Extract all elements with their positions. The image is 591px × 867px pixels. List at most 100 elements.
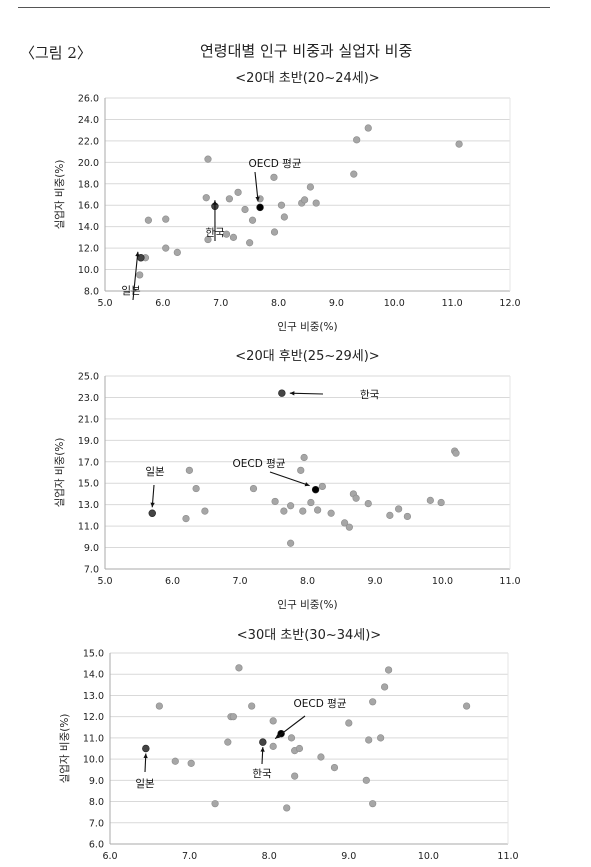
- x-tick-label: 10.0: [432, 576, 453, 587]
- data-point: [225, 195, 233, 203]
- x-tick-label: 12.0: [499, 298, 520, 309]
- x-tick-label: 7.0: [232, 576, 247, 587]
- y-tick-label: 10.0: [83, 755, 104, 766]
- data-point: [277, 201, 286, 209]
- chart-title: <20대 후반(25~29세)>: [235, 349, 379, 364]
- data-point: [248, 216, 257, 224]
- y-tick-label: 10.0: [78, 265, 99, 276]
- data-point: [248, 702, 256, 710]
- data-point: [330, 764, 339, 772]
- data-point: [312, 199, 320, 207]
- y-tick-label: 12.0: [83, 712, 104, 723]
- data-point: [229, 233, 238, 241]
- data-point: [306, 183, 314, 191]
- x-tick-label: 7.0: [182, 851, 197, 862]
- data-point: [287, 502, 295, 510]
- y-tick-label: 22.0: [78, 136, 99, 147]
- data-point: [187, 759, 195, 767]
- x-tick-label: 10.0: [384, 298, 405, 309]
- data-point: [241, 205, 249, 214]
- data-point: [173, 248, 181, 256]
- annotation-arrow-oecd-average: [274, 715, 306, 740]
- y-tick-label: 12.0: [78, 244, 99, 255]
- data-point: [463, 702, 471, 710]
- annotation-arrow-korea: [289, 392, 324, 395]
- y-tick-label: 13.0: [83, 691, 104, 702]
- x-tick-label: 6.0: [102, 851, 117, 862]
- data-point: [287, 539, 295, 547]
- y-tick-label: 17.0: [78, 457, 99, 468]
- annotation-label-japan: 일본: [135, 777, 155, 790]
- data-point: [365, 736, 373, 744]
- data-point: [369, 698, 377, 706]
- chart-title: <20대 초반(20~24세)>: [235, 71, 379, 86]
- data-point: [155, 702, 163, 710]
- y-tick-label: 18.0: [78, 179, 99, 190]
- annotation-arrow-oecd-average: [254, 171, 259, 202]
- data-point: [280, 213, 288, 221]
- data-point: [341, 519, 349, 527]
- data-point: [271, 497, 279, 506]
- data-point: [364, 124, 372, 132]
- arrowhead-korea: [289, 391, 295, 396]
- data-point: [222, 230, 231, 238]
- data-point: [426, 496, 434, 504]
- annotation-label-japan: 일본: [121, 284, 141, 297]
- data-point: [229, 713, 237, 721]
- x-tick-label: 5.0: [97, 298, 112, 309]
- data-point: [403, 512, 412, 521]
- y-tick-label: 24.0: [78, 115, 99, 126]
- y-tick-label: 20.0: [78, 158, 99, 169]
- highlight-point: [311, 485, 320, 494]
- annotation-label-japan: 일본: [145, 465, 165, 478]
- highlight-point: [256, 203, 264, 212]
- data-point: [295, 744, 304, 753]
- data-point: [345, 523, 353, 531]
- data-point: [327, 509, 335, 517]
- data-point: [299, 507, 307, 515]
- x-tick-label: 5.0: [97, 576, 112, 587]
- x-tick-label: 11.0: [497, 851, 518, 862]
- data-point: [211, 800, 219, 808]
- y-tick-label: 9.0: [84, 543, 99, 554]
- top-rule: [18, 7, 550, 8]
- data-point: [364, 499, 372, 508]
- data-point: [452, 449, 460, 457]
- chart-30s-early: <30대 초반(30~34세)> 6.0 7.0 8.0 9.0 10.0 11.0 12.0…: [58, 628, 519, 862]
- arrowhead-oecd-average: [304, 482, 310, 487]
- y-tick-label: 8.0: [84, 287, 99, 298]
- data-point: [297, 466, 305, 474]
- chart-20s-early: <20대 초반(20~24세)> 8.0 10.0 12.0 14.0 16.0 18.0 2…: [53, 71, 521, 333]
- data-point: [224, 738, 232, 746]
- y-tick-label: 26.0: [78, 94, 99, 105]
- data-point: [185, 466, 193, 474]
- data-point: [314, 506, 322, 514]
- y-tick-label: 7.0: [89, 818, 104, 829]
- data-point: [317, 753, 325, 761]
- y-axis-label: 실업자 비중(%): [58, 714, 71, 784]
- data-point: [455, 140, 463, 148]
- annotation-arrow-japan: [132, 251, 139, 301]
- data-point: [386, 511, 394, 519]
- arrowhead-japan: [143, 753, 148, 759]
- data-point: [307, 498, 315, 507]
- data-point: [171, 757, 179, 765]
- y-axis-label: 실업자 비중(%): [53, 160, 66, 230]
- x-tick-label: 6.0: [155, 298, 170, 309]
- x-tick-label: 10.0: [418, 851, 439, 862]
- y-tick-label: 14.0: [78, 222, 99, 233]
- y-tick-label: 8.0: [89, 797, 104, 808]
- data-point: [162, 244, 170, 252]
- data-point: [301, 196, 309, 204]
- y-tick-label: 9.0: [89, 776, 104, 787]
- highlight-point: [259, 738, 267, 746]
- x-tick-label: 7.0: [213, 298, 228, 309]
- annotation-label-korea: 한국: [252, 768, 272, 780]
- data-point: [136, 271, 144, 279]
- highlight-point: [278, 389, 286, 397]
- arrowhead-japan: [150, 502, 155, 508]
- y-tick-label: 15.0: [78, 479, 99, 490]
- data-point: [350, 170, 358, 178]
- data-point: [144, 216, 152, 224]
- data-point: [246, 239, 254, 247]
